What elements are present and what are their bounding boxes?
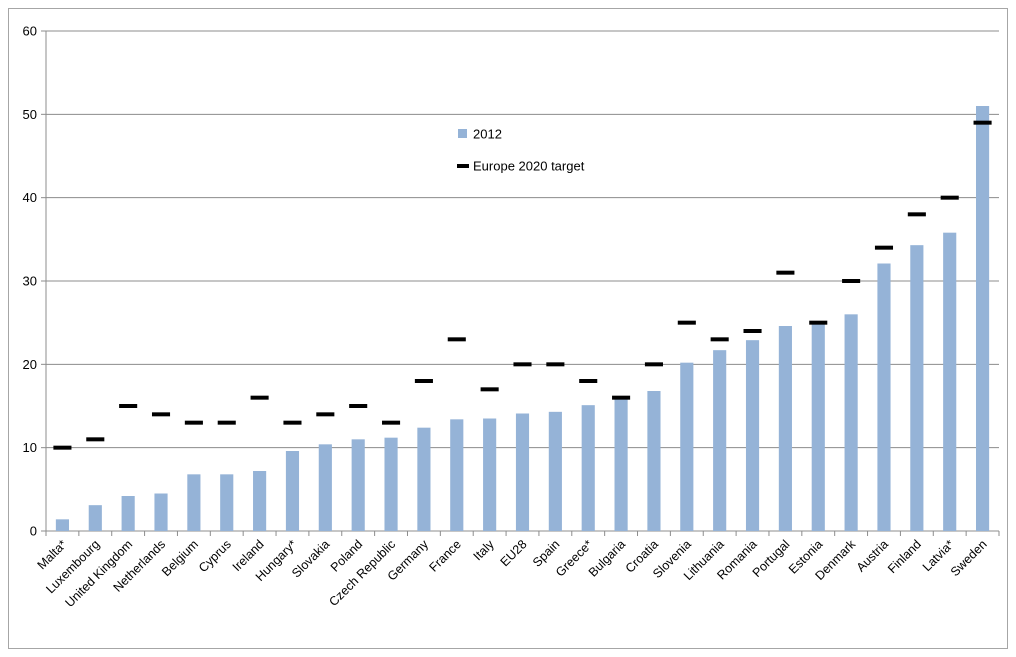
bar (975, 106, 990, 531)
x-category-label: Cyprus (196, 537, 234, 575)
y-tick-label: 20 (23, 357, 37, 372)
legend: 2012 Europe 2020 target (457, 127, 585, 174)
target-marker (907, 212, 926, 217)
x-category-label: Belgium (159, 537, 201, 579)
bar-series-2012 (55, 106, 990, 531)
x-category-label: Sweden (948, 537, 990, 579)
target-marker (53, 445, 72, 450)
target-marker (86, 437, 105, 442)
target-marker (250, 395, 269, 400)
target-marker (184, 420, 203, 425)
y-tick-label: 0 (30, 524, 37, 539)
target-marker (940, 195, 959, 200)
bar (318, 444, 332, 531)
bar (910, 245, 924, 531)
target-marker (973, 120, 992, 125)
bar (88, 505, 102, 531)
y-tick-label: 50 (23, 107, 37, 122)
bar (187, 474, 201, 531)
x-category-label: Italy (471, 537, 498, 564)
target-marker (513, 362, 532, 367)
bar (811, 321, 825, 531)
target-marker (546, 362, 565, 367)
target-marker (644, 362, 663, 367)
bar (417, 427, 431, 531)
bar (351, 439, 365, 531)
bar (253, 471, 267, 531)
x-category-label: EU28 (498, 537, 530, 569)
bar (483, 418, 497, 531)
y-tick-label: 30 (23, 274, 37, 289)
legend-label-2012: 2012 (473, 127, 502, 142)
bar (450, 419, 464, 531)
y-tick-label: 10 (23, 440, 37, 455)
bar (680, 362, 694, 531)
bar (548, 411, 562, 531)
chart-frame: 0 10 20 30 40 50 60 Malta* Luxembourg United Kin… (8, 8, 1008, 649)
target-marker (349, 404, 368, 408)
legend-label-target: Europe 2020 target (473, 159, 585, 174)
target-marker (382, 420, 401, 425)
target-marker (316, 412, 335, 417)
y-tick-label: 60 (23, 24, 37, 39)
bar (220, 474, 234, 531)
target-marker (151, 412, 171, 417)
x-category-label: Austria (854, 537, 891, 574)
bar (713, 350, 727, 531)
x-category-label: Bulgaria (586, 537, 628, 579)
legend-swatch-target (457, 164, 469, 168)
target-markers (53, 120, 992, 450)
legend-swatch-2012 (458, 129, 467, 138)
x-category-label: Finland (885, 537, 924, 576)
y-tick-labels: 0 10 20 30 40 50 60 (23, 24, 37, 539)
bar (745, 340, 760, 531)
bar (844, 314, 858, 531)
bar (121, 496, 135, 531)
target-marker (743, 329, 762, 333)
x-category-label: France (426, 537, 463, 574)
bar (614, 397, 628, 531)
target-marker (612, 395, 631, 400)
bar (55, 519, 70, 531)
target-marker (480, 387, 499, 392)
y-tick-label: 40 (23, 190, 37, 205)
gridlines (46, 30, 999, 449)
target-marker (677, 320, 696, 325)
target-marker (119, 404, 138, 408)
target-marker (414, 379, 433, 383)
bar (647, 391, 661, 531)
bar (943, 232, 957, 531)
bar (154, 493, 168, 531)
target-marker (283, 420, 302, 425)
bar (384, 437, 398, 531)
bar (877, 263, 891, 531)
target-marker (776, 270, 795, 275)
target-marker (842, 279, 861, 283)
bar (285, 451, 300, 531)
target-marker (579, 379, 598, 383)
target-marker (217, 420, 236, 425)
bar (581, 405, 595, 531)
target-marker (710, 337, 729, 342)
target-marker (874, 245, 894, 250)
bar (778, 326, 792, 531)
target-marker (809, 320, 828, 325)
target-marker (447, 337, 466, 342)
bar (515, 413, 530, 531)
